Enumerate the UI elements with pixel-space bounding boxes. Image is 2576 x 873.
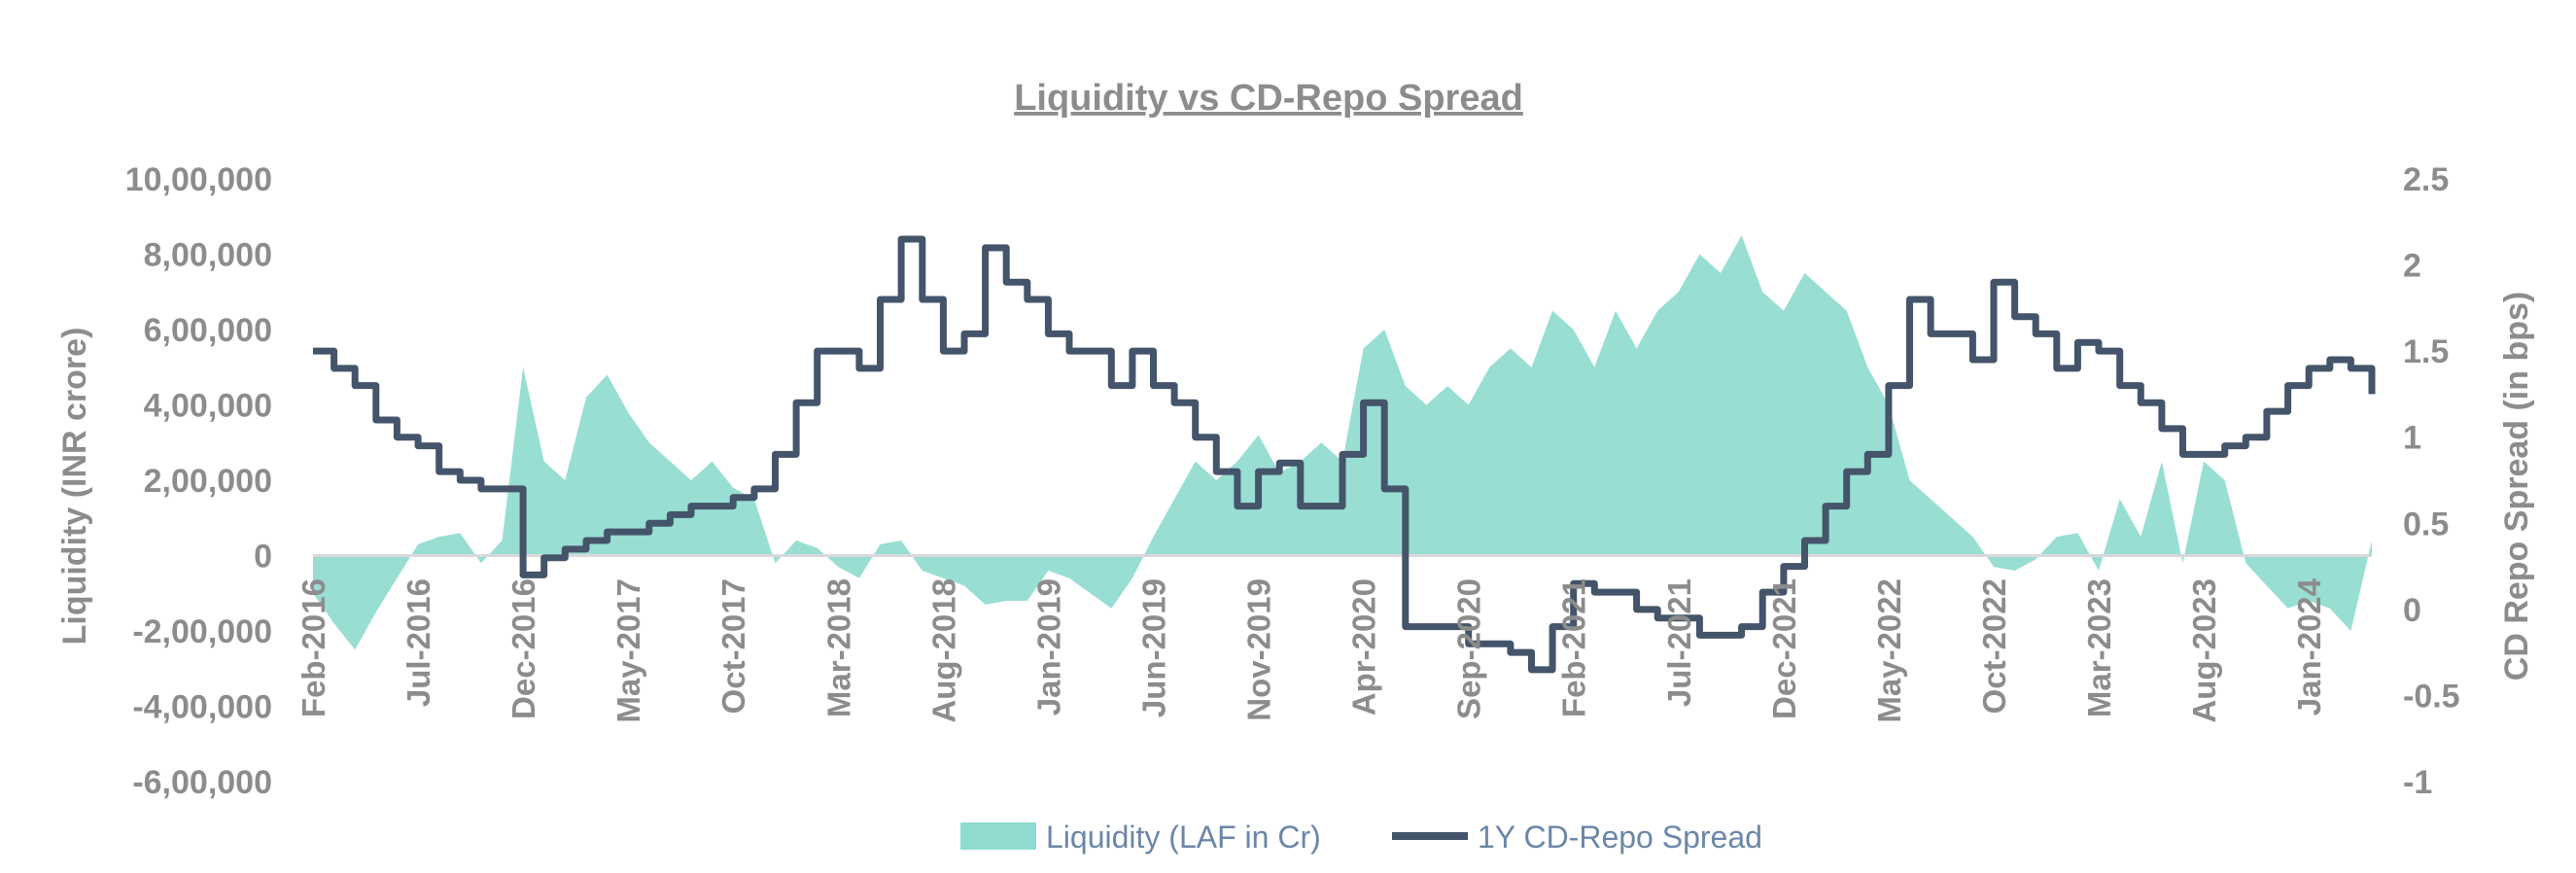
x-tick-label: May-2022 (1871, 578, 1907, 723)
left-tick-label: 8,00,000 (144, 237, 272, 274)
x-tick-label: Sep-2020 (1451, 578, 1487, 719)
x-tick-label: Nov-2019 (1241, 578, 1277, 721)
x-tick-label: Jul-2021 (1661, 578, 1697, 707)
x-tick-label: Oct-2022 (1976, 578, 2012, 714)
left-tick-label: 6,00,000 (144, 312, 272, 349)
x-tick-label: Mar-2018 (820, 578, 856, 717)
left-axis-ticks: 10,00,000 8,00,000 6,00,000 4,00,000 2,00,00… (125, 161, 272, 801)
x-tick-label: Feb-2021 (1556, 578, 1592, 717)
x-tick-label: Jan-2024 (2291, 577, 2327, 716)
left-tick-label: -6,00,000 (132, 764, 272, 801)
right-tick-label: 1.5 (2403, 333, 2449, 370)
x-tick-label: Apr-2020 (1346, 578, 1382, 716)
right-axis-title: CD Repo Spread (in bps) (2498, 292, 2535, 681)
right-tick-label: 2 (2403, 248, 2421, 285)
right-axis-ticks: 2.5 2 1.5 1 0.5 0 -0.5 -1 (2403, 161, 2460, 801)
x-tick-label: Jun-2019 (1136, 578, 1172, 717)
x-tick-label: Dec-2016 (505, 578, 541, 719)
spread-line (313, 235, 2376, 674)
legend: Liquidity (LAF in Cr) 1Y CD-Repo Spread (960, 820, 1762, 855)
right-tick-label: -0.5 (2403, 678, 2460, 715)
liquidity-area (313, 235, 2372, 650)
right-tick-label: 0.5 (2403, 506, 2449, 542)
x-tick-label: Dec-2021 (1766, 578, 1802, 719)
x-tick-label: Aug-2023 (2186, 578, 2222, 723)
x-tick-label: Oct-2017 (715, 578, 751, 714)
left-tick-label: 2,00,000 (144, 463, 272, 500)
left-tick-label: -4,00,000 (132, 689, 272, 726)
legend-swatch-liquidity (960, 822, 1036, 850)
legend-label-spread: 1Y CD-Repo Spread (1478, 820, 1762, 855)
left-tick-label: 10,00,000 (125, 161, 272, 198)
left-tick-label: 0 (254, 539, 272, 576)
x-axis-ticks: Feb-2016 Jul-2016 Dec-2016 May-2017 Oct-2017… (296, 577, 2327, 722)
right-tick-label: 0 (2403, 592, 2421, 629)
chart-title: Liquidity vs CD-Repo Spread (1014, 78, 1523, 119)
left-tick-label: 4,00,000 (144, 388, 272, 425)
right-tick-label: 1 (2403, 420, 2421, 457)
x-tick-label: Jul-2016 (400, 578, 436, 707)
right-tick-label: 2.5 (2403, 161, 2449, 198)
left-axis-title: Liquidity (INR crore) (56, 328, 93, 646)
x-tick-label: Jan-2019 (1030, 578, 1066, 716)
right-tick-label: -1 (2403, 764, 2432, 801)
liquidity-area-layer (313, 235, 2372, 650)
x-tick-label: Feb-2016 (296, 578, 331, 717)
x-tick-label: Mar-2023 (2081, 578, 2117, 717)
legend-label-liquidity: Liquidity (LAF in Cr) (1046, 820, 1321, 855)
x-tick-label: Aug-2018 (925, 578, 961, 723)
x-tick-label: May-2017 (610, 578, 646, 723)
spread-line-layer (313, 235, 2376, 674)
left-tick-label: -2,00,000 (132, 613, 272, 650)
